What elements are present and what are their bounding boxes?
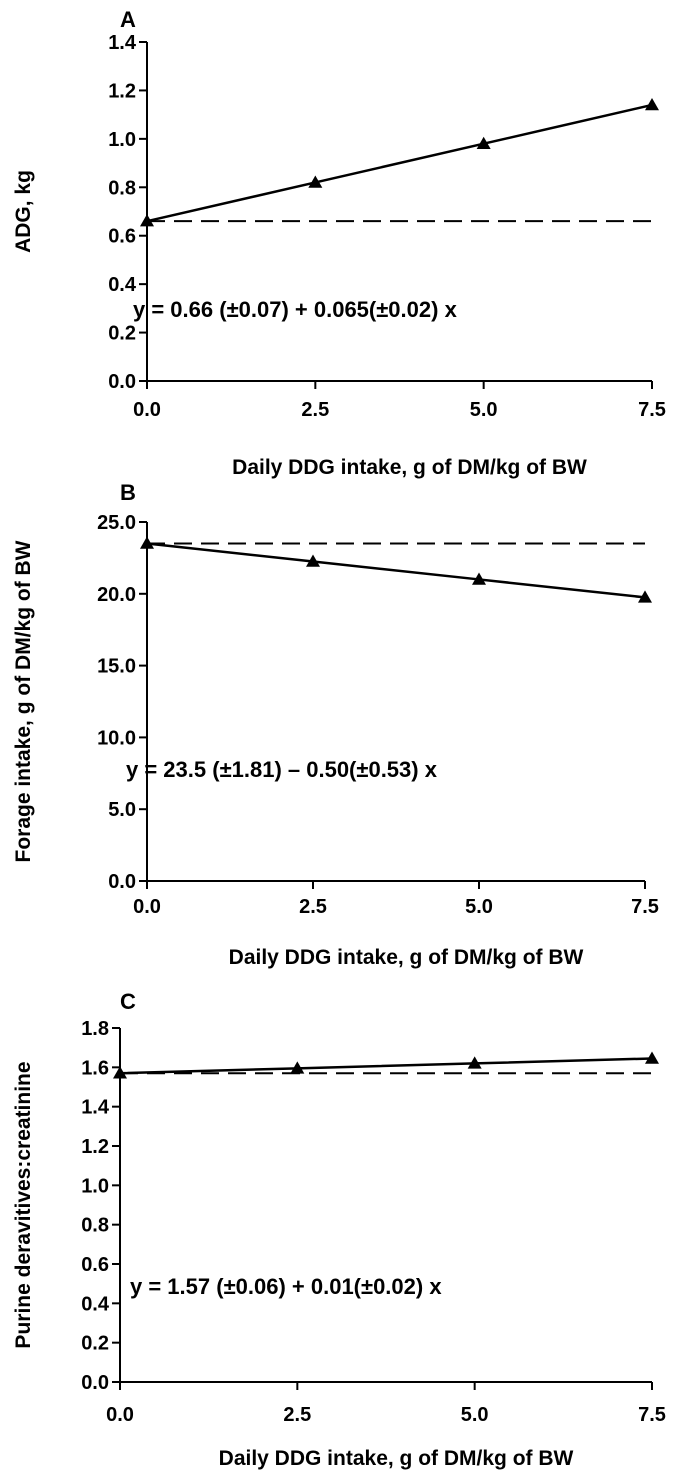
x-tick-label: 5.0 [461, 1404, 489, 1426]
data-point [140, 214, 154, 227]
data-point [140, 536, 154, 549]
panel-label: A [120, 7, 136, 32]
x-tick-label: 2.5 [301, 399, 329, 421]
data-point [290, 1061, 305, 1074]
data-point [467, 1056, 482, 1069]
x-tick-label: 7.5 [638, 1404, 666, 1426]
y-tick-label: 1.2 [108, 80, 136, 102]
data-point [306, 554, 320, 567]
series-line [146, 103, 653, 223]
x-tick-label: 5.0 [465, 896, 493, 918]
y-tick-label: 0.8 [81, 1215, 109, 1237]
data-point [472, 572, 486, 585]
y-tick-label: 1.0 [81, 1175, 109, 1197]
y-tick-label: 25.0 [97, 512, 136, 534]
y-tick-label: 0.0 [81, 1372, 109, 1394]
series-line [146, 542, 646, 599]
regression-equation: y = 0.66 (±0.07) + 0.065(±0.02) x [133, 297, 458, 322]
y-tick-label: 0.8 [108, 177, 136, 199]
x-tick-label: 0.0 [133, 399, 161, 421]
y-tick-label: 1.4 [81, 1097, 110, 1119]
y-tick-label: 20.0 [97, 584, 136, 606]
y-tick-label: 0.6 [81, 1254, 109, 1276]
y-tick-label: 1.2 [81, 1136, 109, 1158]
panel-c: 0.0 0.2 0.4 0.6 0.8 1.0 1.2 1.4 1.6 1.8 0.0 2.5 5.0 7… [12, 989, 666, 1470]
x-tick-label: 7.5 [638, 399, 666, 421]
data-point [638, 590, 652, 603]
y-tick-label: 0.0 [108, 871, 136, 893]
y-tick-label: 0.4 [108, 274, 137, 296]
x-tick-label: 2.5 [299, 896, 327, 918]
panel-label: C [120, 989, 136, 1014]
y-tick-label: 0.6 [108, 226, 136, 248]
y-tick-label: 0.2 [108, 323, 136, 345]
y-tick-label: 0.4 [81, 1293, 110, 1315]
x-tick-label: 5.0 [470, 399, 498, 421]
y-axis-label: ADG, kg [12, 170, 35, 253]
x-tick-label: 2.5 [283, 1404, 311, 1426]
y-tick-label: 1.6 [81, 1057, 109, 1079]
x-axis-label: Daily DDG intake, g of DM/kg of BW [219, 1447, 574, 1470]
y-tick-label: 1.0 [108, 129, 136, 151]
x-axis-label: Daily DDG intake, g of DM/kg of BW [229, 946, 584, 969]
data-point [476, 136, 491, 149]
data-point [113, 1066, 127, 1079]
x-axis-label: Daily DDG intake, g of DM/kg of BW [232, 456, 587, 479]
y-axis-label: Purine deravitives:creatinine [12, 1061, 35, 1348]
panel-label: B [120, 480, 136, 505]
y-tick-label: 0.0 [108, 371, 136, 393]
y-tick-label: 0.2 [81, 1333, 109, 1355]
data-point [645, 1051, 659, 1064]
y-tick-label: 15.0 [97, 656, 136, 678]
regression-equation: y = 1.57 (±0.06) + 0.01(±0.02) x [130, 1274, 442, 1299]
data-point [645, 97, 659, 111]
y-tick-label: 1.4 [108, 32, 137, 54]
x-tick-label: 7.5 [631, 896, 659, 918]
regression-equation: y = 23.5 (±1.81) – 0.50(±0.53) x [126, 757, 438, 782]
series-line [119, 1057, 653, 1075]
panel-a: 0.0 0.2 0.4 0.6 0.8 1.0 1.2 1.4 0.0 2.5 5.0 7.5 Ay =… [12, 7, 666, 479]
x-tick-label: 0.0 [133, 896, 161, 918]
x-tick-label: 0.0 [106, 1404, 134, 1426]
y-tick-label: 1.8 [81, 1018, 109, 1040]
data-point [308, 175, 323, 188]
panel-b: 0.0 5.0 10.0 15.0 20.0 25.0 0.0 2.5 5.0 7.5 By = 2… [12, 480, 659, 969]
y-axis-label: Forage intake, g of DM/kg of BW [12, 540, 35, 862]
y-tick-label: 10.0 [97, 727, 136, 749]
y-tick-label: 5.0 [108, 799, 136, 821]
